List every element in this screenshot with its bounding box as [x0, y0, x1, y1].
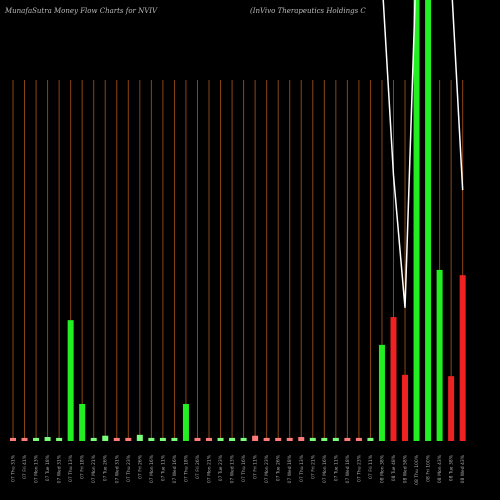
bar	[321, 437, 328, 441]
x-tick-label: 07 Mon 13%	[34, 454, 40, 483]
bar	[332, 437, 339, 441]
x-tick-label: 07 Tue 11%	[160, 454, 166, 481]
bar	[425, 0, 432, 441]
x-tick-label: 07 Mon 23%	[264, 454, 270, 483]
x-tick-label: 07 Fri 41%	[22, 454, 28, 479]
bar	[125, 437, 132, 441]
bar	[102, 435, 109, 441]
x-tick-label: 07 Fri 21%	[310, 454, 316, 479]
bar	[10, 437, 16, 441]
bar	[459, 275, 466, 441]
x-tick-label: 07 Thu 18%	[183, 454, 189, 482]
bar	[367, 437, 374, 441]
bar	[56, 437, 63, 441]
bar	[355, 437, 362, 441]
x-tick-label: 07 Mon 21%	[91, 454, 97, 483]
bar	[448, 376, 455, 441]
bar	[79, 403, 86, 441]
x-tick-label: 07 Thu 13%	[68, 454, 74, 482]
bar	[67, 320, 74, 441]
bar	[263, 437, 270, 441]
bar	[436, 269, 443, 441]
bar	[113, 437, 120, 441]
bar	[229, 437, 236, 441]
x-tick-label: 08 Fri 100%	[426, 454, 432, 482]
x-tick-label: 07 Tue 11%	[333, 454, 339, 481]
plot-area	[10, 0, 466, 441]
bar	[252, 435, 259, 441]
x-tick-label: 07 Tue 26%	[103, 454, 109, 481]
bar	[194, 437, 201, 441]
chart-title: MunafaSutra Money Flow Charts for NVIV	[4, 7, 158, 15]
bar	[275, 437, 282, 441]
bar	[33, 437, 40, 441]
x-tick-label: 07 Wed 18%	[287, 454, 293, 483]
x-tick-label: 07 Fri 11%	[368, 454, 374, 479]
bar	[286, 437, 293, 441]
bar	[171, 437, 178, 441]
bar	[159, 437, 166, 441]
bar	[402, 374, 409, 441]
x-tick-label: 07 Tue 18%	[45, 454, 51, 481]
bar	[344, 437, 351, 441]
x-tick-label: 07 Mon 16%	[149, 454, 155, 483]
x-tick-label: 08 Tue 48%	[391, 454, 397, 481]
bar	[206, 437, 213, 441]
x-tick-label: 07 Mon 21%	[207, 454, 213, 483]
x-tick-label: 08 Mon 38%	[379, 454, 385, 483]
x-tick-label: 07 Tue 23%	[218, 454, 224, 481]
bar	[44, 437, 51, 441]
bar	[148, 437, 155, 441]
bar	[413, 0, 420, 441]
x-tick-label: 07 Wed 13%	[230, 454, 236, 483]
bar	[390, 317, 397, 441]
bar	[309, 437, 316, 441]
x-tick-label: 07 Thu 16%	[241, 454, 247, 482]
bar	[182, 403, 189, 441]
x-tick-label: 07 Tue 26%	[276, 454, 282, 481]
x-tick-label: 08 Mon 43%	[437, 454, 443, 483]
bar	[21, 437, 28, 441]
x-tick-label: 07 Mon 16%	[322, 454, 328, 483]
x-tick-label: 07 Wed 16%	[172, 454, 178, 483]
x-tick-label: 08 Tue 38%	[449, 454, 455, 481]
x-tick-label: 07 Wed 31%	[114, 454, 120, 483]
x-tick-label: 07 Thu 13%	[299, 454, 305, 482]
bar	[90, 437, 97, 441]
x-tick-label: 07 Wed 31%	[57, 454, 63, 483]
bar	[217, 437, 224, 441]
x-tick-label: 08 Thu 100%	[414, 454, 420, 485]
bar	[298, 437, 305, 441]
x-tick-label: 08 Wed 43%	[460, 454, 466, 483]
x-tick-label: 07 Fri 26%	[195, 454, 201, 479]
x-tick-label: 07 Thu 31%	[11, 454, 17, 482]
x-tick-label: 07 Fri 26%	[137, 454, 143, 479]
bar	[378, 344, 385, 441]
price-line	[382, 0, 464, 308]
x-tick-label: 07 Fri 11%	[253, 454, 259, 479]
x-tick-label: 07 Wed 18%	[345, 454, 351, 483]
bar	[136, 434, 143, 441]
bar	[240, 437, 247, 441]
x-tick-label: 08 Wed 58%	[403, 454, 409, 483]
chart-subtitle: (InVivo Therapeutics Holdings C	[250, 7, 366, 15]
x-tick-label: 07 Thu 23%	[126, 454, 132, 482]
x-tick-label: 07 Thu 23%	[356, 454, 362, 482]
x-tick-label: 07 Fri 18%	[80, 454, 86, 479]
